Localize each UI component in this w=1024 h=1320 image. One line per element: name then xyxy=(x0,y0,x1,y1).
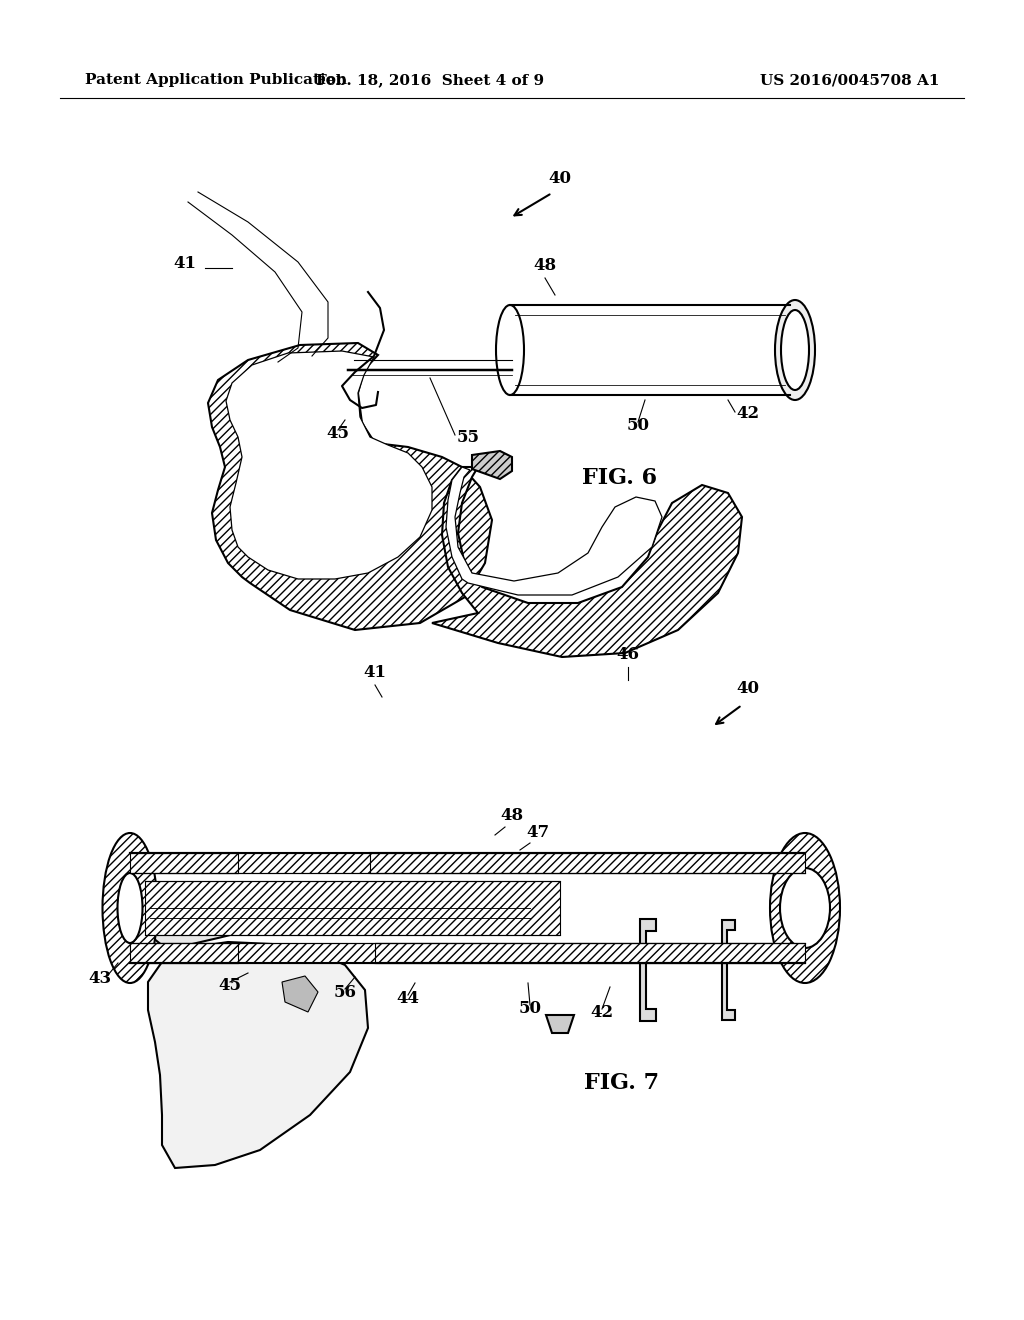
Ellipse shape xyxy=(780,869,830,948)
Polygon shape xyxy=(282,975,318,1012)
Text: 40: 40 xyxy=(549,170,571,187)
Polygon shape xyxy=(472,451,512,479)
Ellipse shape xyxy=(496,305,524,395)
Text: 45: 45 xyxy=(327,425,349,442)
Ellipse shape xyxy=(770,833,840,983)
Ellipse shape xyxy=(118,873,142,942)
Text: FIG. 6: FIG. 6 xyxy=(583,467,657,488)
Bar xyxy=(130,942,805,964)
Polygon shape xyxy=(446,467,662,595)
Text: 45: 45 xyxy=(218,977,242,994)
Ellipse shape xyxy=(775,300,815,400)
Text: Feb. 18, 2016  Sheet 4 of 9: Feb. 18, 2016 Sheet 4 of 9 xyxy=(316,73,544,87)
Text: 41: 41 xyxy=(173,255,197,272)
Polygon shape xyxy=(148,942,368,1168)
Polygon shape xyxy=(722,920,735,1020)
Polygon shape xyxy=(640,919,656,1020)
Text: FIG. 7: FIG. 7 xyxy=(585,1072,659,1094)
Ellipse shape xyxy=(102,833,158,983)
Text: 41: 41 xyxy=(364,664,386,681)
Text: Patent Application Publication: Patent Application Publication xyxy=(85,73,347,87)
Polygon shape xyxy=(153,888,378,948)
Text: US 2016/0045708 A1: US 2016/0045708 A1 xyxy=(761,73,940,87)
Bar xyxy=(375,942,805,964)
Bar xyxy=(130,942,238,964)
Bar xyxy=(370,853,805,873)
Text: 42: 42 xyxy=(591,1005,613,1020)
Text: 40: 40 xyxy=(736,680,760,697)
Text: 43: 43 xyxy=(88,970,112,987)
Polygon shape xyxy=(226,351,432,579)
Text: 44: 44 xyxy=(396,990,420,1007)
Ellipse shape xyxy=(781,310,809,389)
Text: 42: 42 xyxy=(736,405,760,422)
Bar xyxy=(145,880,560,935)
Text: 46: 46 xyxy=(616,645,640,663)
Polygon shape xyxy=(432,467,742,657)
Text: 50: 50 xyxy=(518,1001,542,1016)
Text: 56: 56 xyxy=(334,983,356,1001)
Polygon shape xyxy=(208,343,492,630)
Bar xyxy=(130,853,238,873)
Text: 48: 48 xyxy=(501,807,523,824)
Text: 47: 47 xyxy=(526,824,550,841)
Bar xyxy=(130,853,805,873)
Text: 48: 48 xyxy=(534,257,557,275)
Text: 50: 50 xyxy=(627,417,649,434)
Text: 55: 55 xyxy=(457,429,479,446)
Polygon shape xyxy=(546,1015,574,1034)
